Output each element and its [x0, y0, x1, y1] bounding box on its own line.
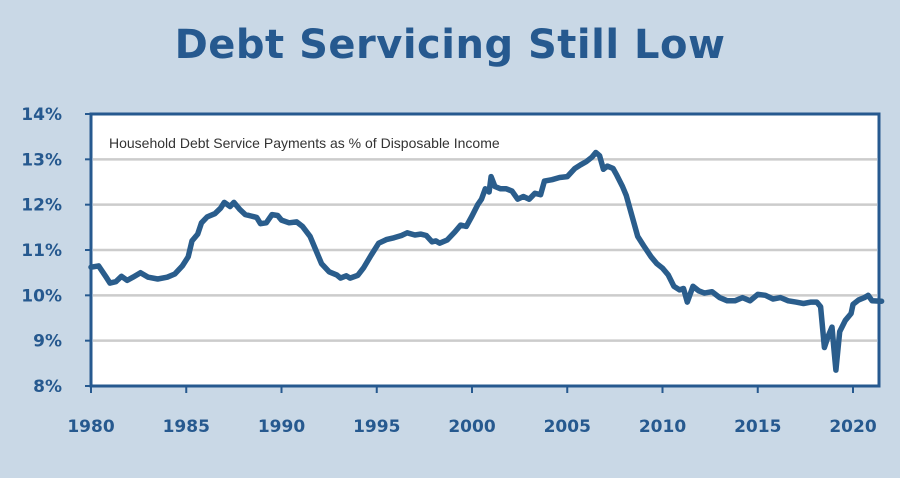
page-title: Debt Servicing Still Low	[174, 22, 726, 68]
y-tick-label: 12%	[21, 196, 62, 216]
x-axis: 1980 1985 1990 1995 2000 2005 2010 2015 2020	[67, 386, 877, 437]
y-tick-label: 9%	[33, 332, 62, 352]
y-axis: 8% 9% 10% 11% 12% 13% 14%	[21, 105, 91, 397]
y-tick-label: 10%	[21, 286, 62, 306]
x-tick-label: 1990	[258, 417, 305, 437]
series-group	[88, 149, 885, 373]
y-tick-label: 8%	[33, 377, 62, 397]
x-tick-label: 1985	[163, 417, 210, 437]
series-line	[88, 149, 885, 373]
x-tick-label: 2015	[734, 417, 781, 437]
y-tick-label: 13%	[21, 150, 62, 170]
x-tick-label: 1980	[67, 417, 114, 437]
x-tick-label: 2005	[544, 417, 591, 437]
x-tick-label: 2020	[829, 417, 876, 437]
gridlines	[93, 158, 877, 342]
y-tick-label: 11%	[21, 241, 62, 261]
y-tick-label: 14%	[21, 105, 62, 125]
x-tick-label: 2010	[639, 417, 686, 437]
chart-subtitle: Household Debt Service Payments as % of …	[109, 135, 500, 151]
x-tick-label: 2000	[448, 417, 495, 437]
x-tick-label: 1995	[353, 417, 400, 437]
